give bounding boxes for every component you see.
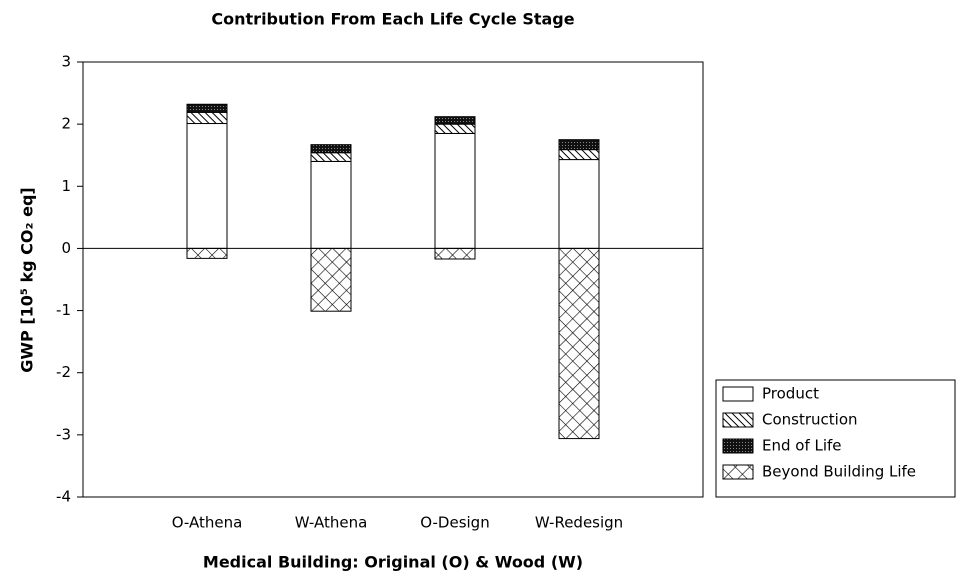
- legend-swatch: [722, 464, 754, 480]
- bar-segment: [186, 103, 228, 113]
- x-tick-label: W-Redesign: [535, 514, 623, 532]
- bar-segment: [434, 123, 476, 134]
- bar-segment: [434, 116, 476, 125]
- bar-segment: [310, 152, 352, 162]
- legend-label: End of Life: [762, 437, 842, 455]
- x-tick-label: W-Athena: [295, 514, 368, 532]
- bar-segment: [558, 159, 600, 249]
- legend-swatch: [722, 386, 754, 402]
- y-tick-label: 3: [61, 53, 71, 71]
- x-axis-label: Medical Building: Original (O) & Wood (W…: [203, 553, 583, 572]
- y-tick-label: -3: [56, 425, 71, 443]
- bar-segment: [558, 149, 600, 161]
- y-tick-label: -4: [56, 488, 71, 506]
- bar-segment: [186, 123, 228, 249]
- bar-segment: [434, 247, 476, 260]
- chart-title: Contribution From Each Life Cycle Stage: [211, 10, 574, 29]
- bar-segment: [310, 247, 352, 312]
- legend-label: Product: [762, 385, 819, 403]
- y-tick-label: 1: [61, 177, 71, 195]
- bar-segment: [558, 247, 600, 440]
- legend-label: Beyond Building Life: [762, 463, 916, 481]
- bar-segment: [558, 139, 600, 151]
- x-tick-label: O-Athena: [172, 514, 243, 532]
- x-tick-label: O-Design: [420, 514, 489, 532]
- bar-segment: [186, 111, 228, 125]
- y-tick-label: 2: [61, 115, 71, 133]
- bar-segment: [310, 144, 352, 154]
- legend-swatch: [722, 412, 754, 428]
- y-tick-label: 0: [61, 239, 71, 257]
- y-tick-label: -1: [56, 301, 71, 319]
- y-axis-label: GWP [10⁵ kg CO₂ eq]: [18, 187, 37, 372]
- y-tick-label: -2: [56, 363, 71, 381]
- bar-segment: [434, 132, 476, 249]
- legend-label: Construction: [762, 411, 858, 429]
- plot-frame: [82, 61, 704, 498]
- legend-box: [715, 379, 956, 498]
- bar-segment: [310, 160, 352, 249]
- legend-swatch: [722, 438, 754, 454]
- bar-segment: [186, 247, 228, 259]
